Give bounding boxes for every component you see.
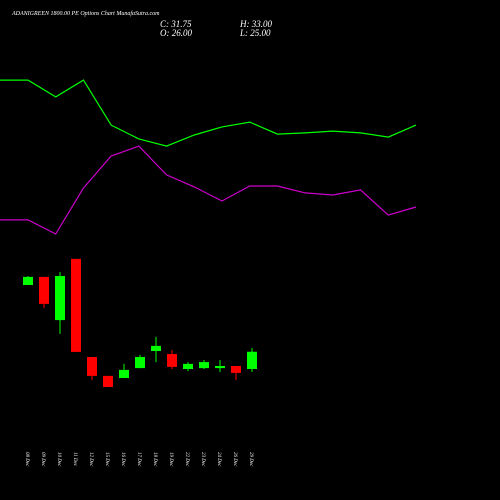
- line-series: [0, 145, 417, 235]
- ohlc-label: O: 26.00: [160, 28, 192, 38]
- x-tick-label: 29 Dec: [248, 452, 253, 467]
- candle-body: [247, 351, 257, 369]
- ohlc-label: H: 33.00: [239, 19, 272, 29]
- x-tick-label: 22 Dec: [184, 452, 189, 467]
- x-tick-label: 09 Dec: [40, 452, 45, 467]
- candle-body: [231, 366, 241, 373]
- ohlc-label: L: 25.00: [239, 28, 271, 38]
- x-tick-label: 26 Dec: [232, 452, 237, 467]
- x-tick-label: 15 Dec: [104, 452, 109, 467]
- candle-body: [151, 345, 161, 351]
- candle-body: [135, 357, 145, 369]
- candle-body: [215, 366, 225, 369]
- x-tick-label: 19 Dec: [168, 452, 173, 467]
- candle-body: [39, 276, 49, 304]
- ohlc-label: C: 31.75: [160, 19, 192, 29]
- x-tick-label: 16 Dec: [120, 452, 125, 467]
- candle-body: [55, 276, 65, 321]
- x-tick-label: 08 Dec: [24, 452, 29, 467]
- x-tick-label: 18 Dec: [152, 452, 157, 467]
- x-tick-label: 24 Dec: [216, 452, 221, 467]
- candle-body: [71, 258, 81, 352]
- candle-body: [119, 369, 129, 378]
- chart-title: ADANIGREEN 1800.00 PE Options Chart Muna…: [11, 10, 160, 17]
- x-tick-label: 10 Dec: [56, 452, 61, 467]
- x-tick-label: 12 Dec: [88, 452, 93, 467]
- candle-body: [167, 354, 177, 367]
- candle-body: [23, 276, 33, 285]
- x-tick-label: 11 Dec: [72, 452, 77, 467]
- candle-body: [87, 357, 97, 376]
- candle-body: [199, 362, 209, 369]
- candle-body: [183, 363, 193, 369]
- line-series: [0, 79, 417, 147]
- candle-body: [103, 375, 113, 387]
- x-tick-label: 23 Dec: [200, 452, 205, 467]
- x-tick-label: 17 Dec: [136, 452, 141, 467]
